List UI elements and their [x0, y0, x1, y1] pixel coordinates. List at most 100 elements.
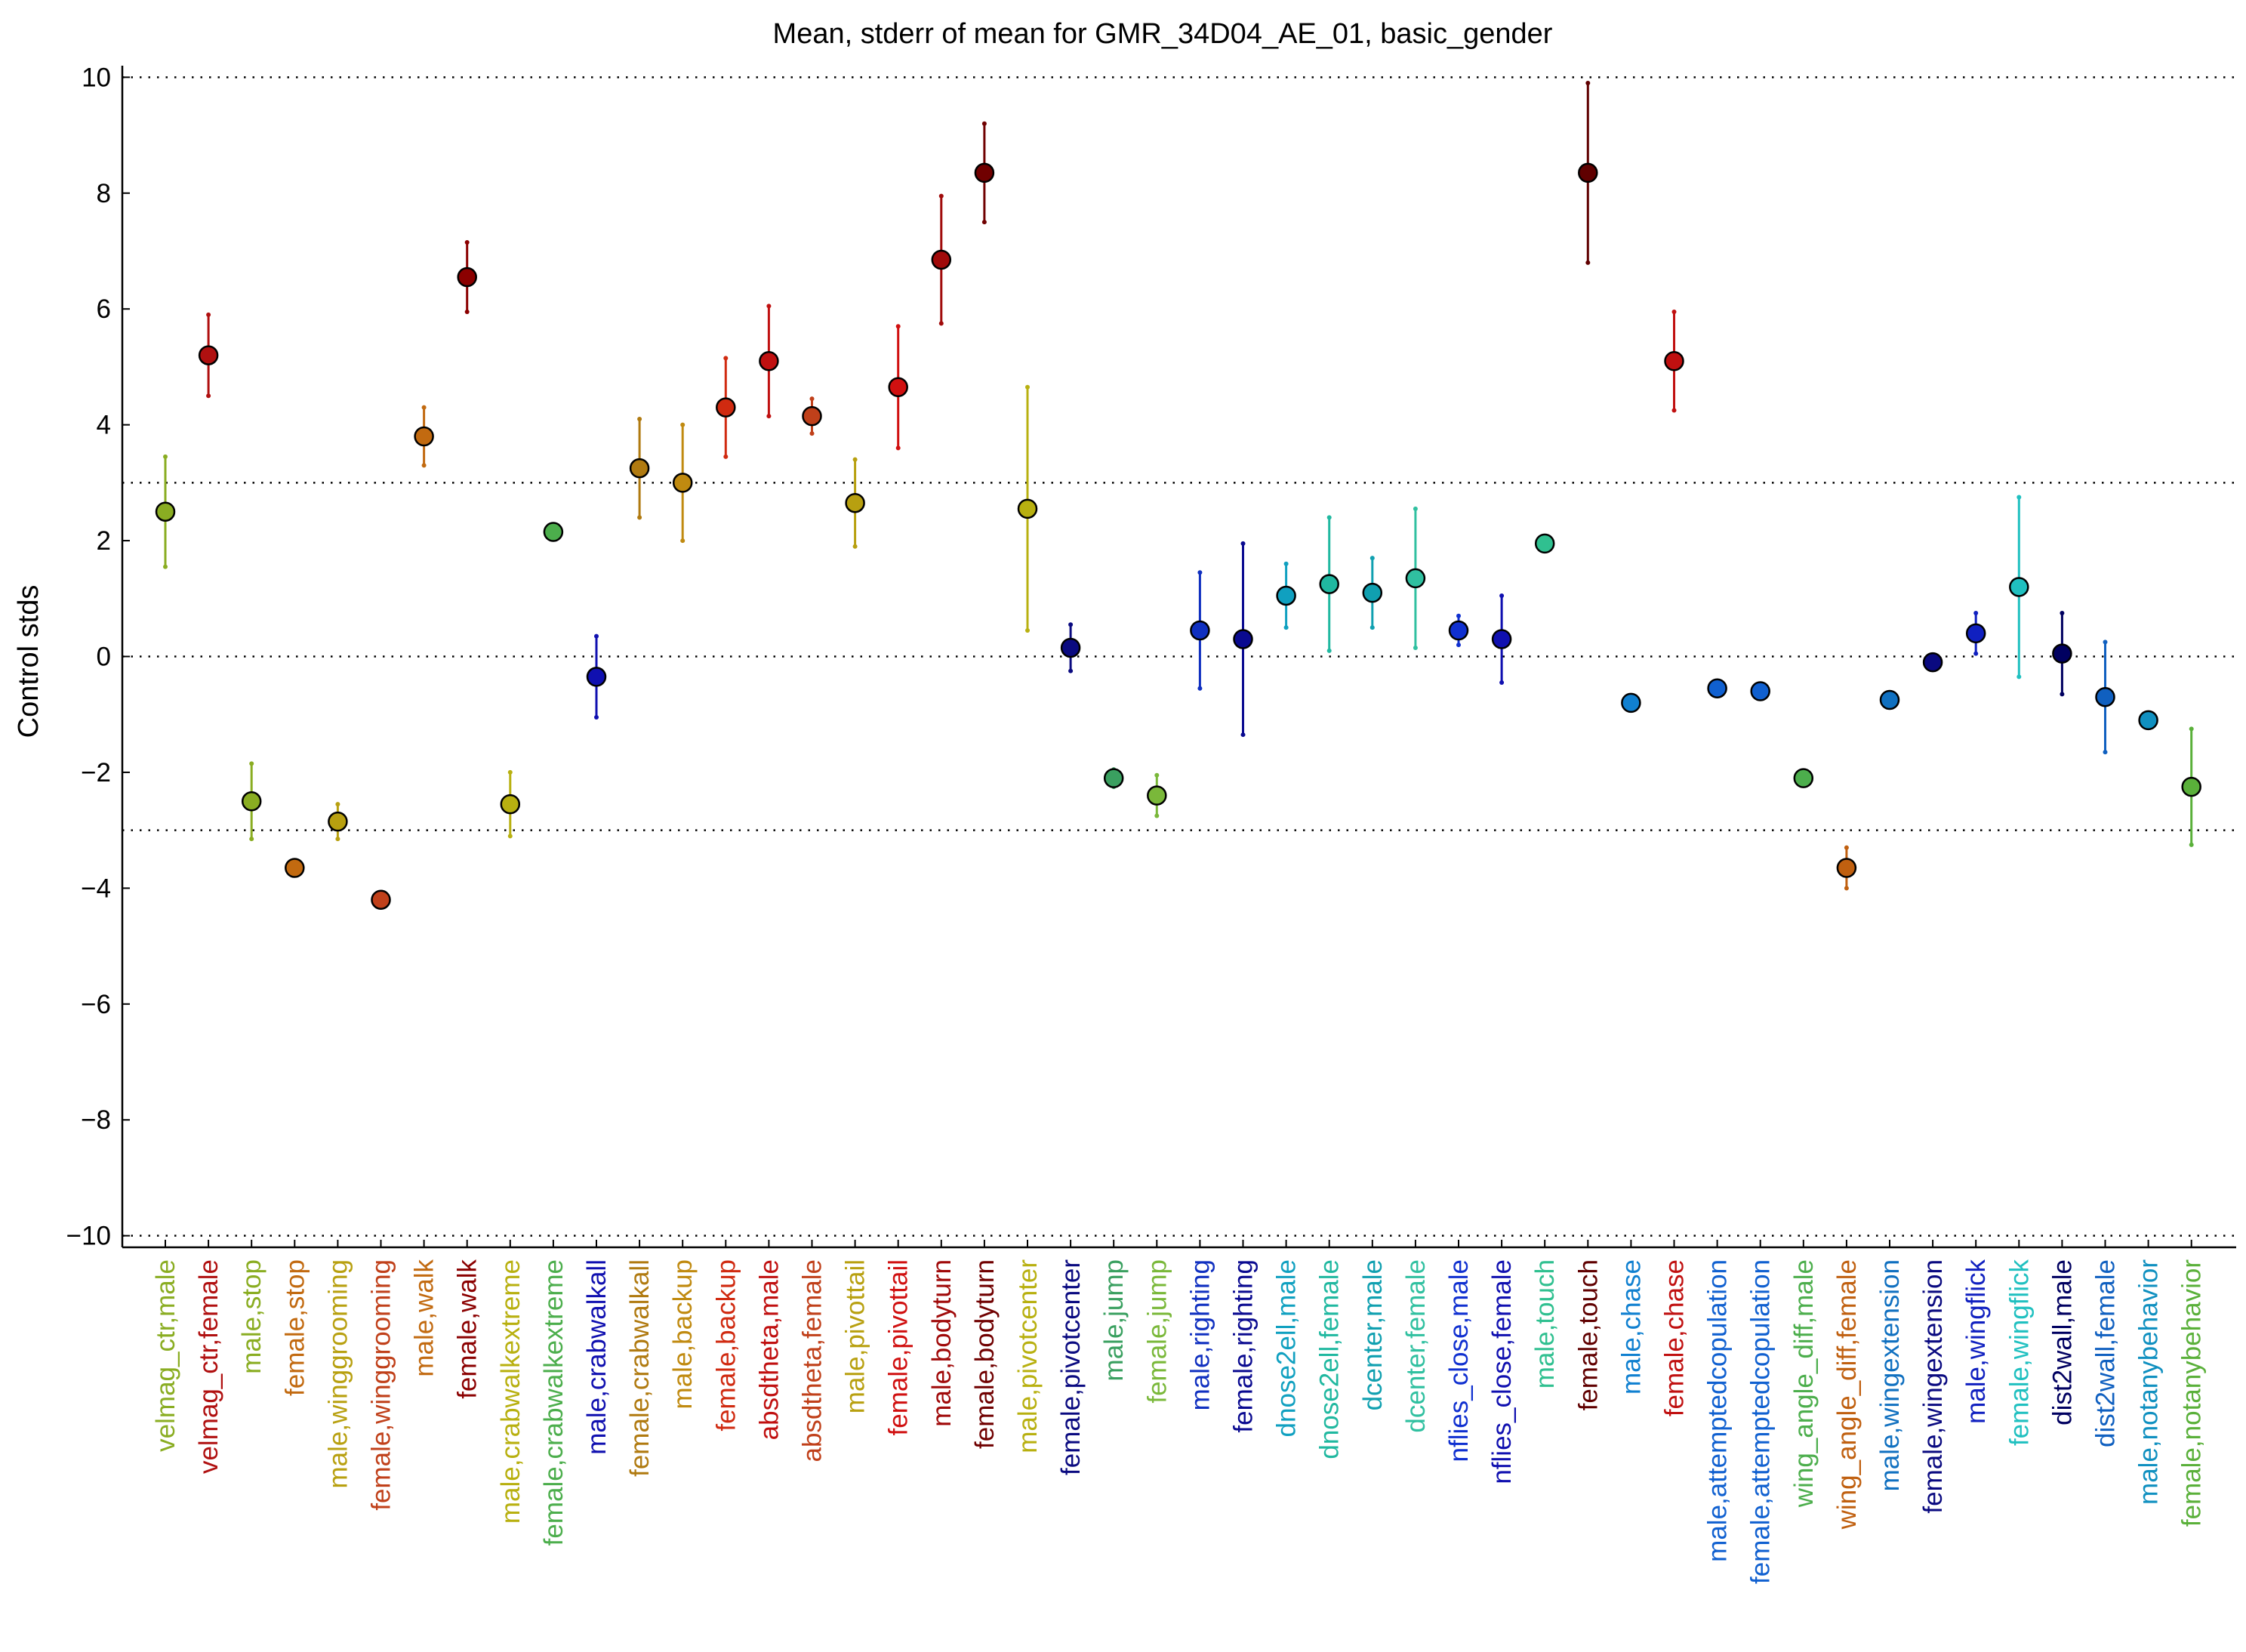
x-tick-label: nflies_close,male [1444, 1259, 1474, 1462]
error-bar-cap-bottom [1240, 732, 1246, 738]
error-bar-cap-bottom [1283, 625, 1289, 630]
data-point [1017, 498, 1038, 519]
error-bar-cap-top [766, 304, 772, 309]
data-point [1707, 678, 1727, 698]
error-bar-cap-bottom [637, 515, 642, 520]
error-bar-cap-bottom [464, 310, 470, 315]
error-bar-cap-bottom [1326, 648, 1332, 653]
data-point [759, 351, 779, 371]
data-point [1233, 629, 1253, 649]
y-tick-label: −8 [81, 1105, 111, 1135]
error-bar-cap-top [2103, 640, 2108, 645]
x-tick-label: absdtheta,male [754, 1259, 784, 1440]
data-point [2095, 686, 2115, 707]
x-tick-label: wing_angle_diff,male [1789, 1259, 1819, 1508]
data-point [1879, 689, 1900, 710]
data-point [845, 492, 865, 513]
data-point [1491, 629, 1512, 649]
x-tick-label: male,pivotcenter [1013, 1259, 1043, 1453]
error-bar-cap-top [1197, 570, 1203, 575]
error-bar-cap-bottom [938, 321, 944, 326]
data-point [1965, 623, 1986, 644]
x-tick-label: dcenter,female [1401, 1259, 1431, 1433]
error-bar-cap-top [852, 457, 858, 462]
error-bar-cap-top [464, 239, 470, 245]
x-tick-label: male,righting [1185, 1259, 1215, 1410]
x-tick-label: female,wingflick [2004, 1259, 2034, 1447]
x-tick-label: female,backup [711, 1259, 741, 1432]
x-tick-label: wing_angle_diff,female [1832, 1259, 1862, 1530]
error-bar-cap-top [206, 312, 211, 317]
error-bar-cap-top [2189, 726, 2194, 732]
x-tick-label: female,bodyturn [970, 1259, 1000, 1449]
data-point [371, 889, 391, 910]
data-point [1534, 533, 1555, 554]
data-point [2181, 776, 2201, 797]
y-tick-label: −2 [81, 758, 111, 787]
x-tick-label: female,notanybehavior [2177, 1259, 2207, 1527]
data-point [1103, 768, 1124, 788]
data-point [1793, 768, 1814, 788]
x-tick-label: nflies_close,female [1487, 1259, 1517, 1484]
error-bar-cap-top [2060, 610, 2065, 615]
data-point [328, 811, 348, 832]
x-tick-label: dnose2ell,female [1315, 1259, 1345, 1459]
data-points [155, 162, 2201, 910]
x-tick-label: female,righting [1229, 1259, 1259, 1433]
x-tick-label: male,attemptedcopulation [1703, 1259, 1733, 1562]
data-point [543, 522, 564, 542]
error-bar-cap-top [1369, 556, 1375, 561]
x-tick-label: male,winggrooming [323, 1259, 353, 1488]
error-bar-cap-bottom [421, 463, 427, 468]
x-tick-label: female,chase [1660, 1259, 1690, 1416]
data-point [1405, 568, 1426, 589]
error-bar-cap-bottom [249, 837, 254, 842]
error-bar-cap-bottom [809, 431, 815, 436]
x-tick-label: male,notanybehavior [2134, 1259, 2164, 1505]
data-point [457, 267, 477, 288]
data-point [414, 426, 434, 447]
x-tick-label: male,chase [1616, 1259, 1646, 1395]
error-bar-cap-top [1240, 541, 1246, 546]
x-tick-label: male,crabwalkall [582, 1259, 612, 1455]
x-tick-label: female,pivotcenter [1056, 1259, 1086, 1475]
error-bar-cap-top [249, 761, 254, 766]
error-bar-cap-bottom [2103, 750, 2108, 755]
y-tick-label: 0 [97, 643, 111, 672]
error-bar-cap-bottom [1068, 668, 1074, 673]
x-tick-label: female,crabwalkall [625, 1259, 655, 1477]
y-tick-label: 10 [82, 63, 111, 92]
data-point [285, 858, 305, 878]
data-point [198, 345, 219, 365]
data-point [931, 249, 952, 270]
error-bar-cap-top [981, 121, 987, 126]
data-point [1578, 162, 1598, 183]
error-bar-cap-bottom [1456, 643, 1461, 648]
x-tick-label: dnose2ell,male [1272, 1259, 1302, 1437]
data-point [500, 794, 521, 815]
x-tick-label: female,touch [1573, 1259, 1603, 1410]
y-axis-label: Control stds [13, 585, 45, 738]
error-bar-cap-top [809, 396, 815, 402]
data-point [802, 405, 822, 427]
data-point [241, 791, 262, 812]
x-tick-label: velmag_ctr,male [151, 1259, 180, 1452]
data-point [1362, 582, 1383, 603]
data-point [2009, 577, 2029, 597]
data-point [2052, 643, 2072, 664]
data-point [1190, 620, 1210, 641]
data-point [716, 397, 736, 418]
error-bar-cap-bottom [1499, 680, 1505, 686]
data-point [888, 377, 908, 398]
error-bar-cap-top [1154, 772, 1160, 778]
data-point [974, 162, 995, 183]
error-bar-cap-bottom [1369, 625, 1375, 630]
error-bar-cap-top [938, 193, 944, 199]
x-tick-label: velmag_ctr,female [194, 1259, 223, 1474]
x-tick-label: female,walk [453, 1259, 482, 1399]
error-bar-cap-bottom [766, 414, 772, 419]
x-tick-label: female,wingextension [1918, 1259, 1948, 1514]
data-point [629, 458, 650, 479]
x-tick-label: male,pivottail [841, 1259, 870, 1413]
